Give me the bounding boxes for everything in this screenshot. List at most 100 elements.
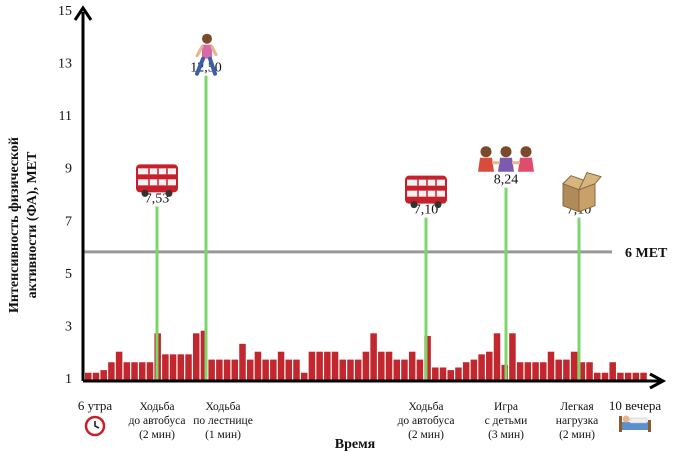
y-tick-label: 1 bbox=[65, 372, 72, 387]
bus-icon bbox=[136, 164, 178, 197]
bar bbox=[146, 362, 154, 381]
y-axis-arrow bbox=[73, 5, 93, 21]
bar bbox=[308, 351, 316, 381]
bar bbox=[223, 359, 231, 381]
bar bbox=[385, 351, 393, 381]
bar bbox=[239, 343, 246, 381]
spike-value-label: 12,50 bbox=[190, 61, 222, 76]
x-category-label: Легкая нагрузка (2 мин) bbox=[556, 401, 598, 441]
bar bbox=[578, 362, 586, 381]
x-category-label: Ходьба до автобуса (2 мин) bbox=[398, 401, 455, 441]
walking-person-icon bbox=[195, 33, 218, 76]
bar bbox=[108, 362, 115, 381]
y-tick-label: 9 bbox=[65, 162, 72, 177]
bar bbox=[632, 372, 640, 381]
bar bbox=[570, 351, 578, 381]
bar bbox=[115, 351, 123, 381]
bar bbox=[231, 359, 239, 381]
bar bbox=[131, 362, 138, 381]
bar bbox=[370, 333, 377, 381]
threshold-label: 6 МЕТ bbox=[625, 246, 668, 261]
bar bbox=[354, 359, 362, 381]
x-category-label-line: Ходьба bbox=[139, 401, 174, 413]
bar bbox=[563, 359, 570, 381]
bar bbox=[617, 372, 624, 381]
y-tick-label: 11 bbox=[59, 109, 72, 124]
x-category-label-line: (3 мин) bbox=[488, 429, 524, 441]
bar bbox=[192, 333, 200, 381]
box-icon bbox=[562, 172, 602, 213]
bar bbox=[547, 351, 555, 381]
bar bbox=[270, 359, 277, 381]
bar bbox=[609, 362, 616, 381]
bar bbox=[100, 370, 107, 381]
x-category-label-line: Ходьба bbox=[205, 401, 240, 413]
bar bbox=[624, 372, 632, 381]
spike-value-label: 7,10 bbox=[414, 203, 439, 218]
x-category-label: 10 вечера bbox=[609, 398, 662, 413]
bar bbox=[85, 372, 92, 381]
y-tick-label: 3 bbox=[65, 319, 72, 334]
bar bbox=[123, 362, 131, 381]
bus-icon bbox=[405, 175, 447, 209]
bar bbox=[216, 359, 223, 381]
bar bbox=[408, 351, 416, 381]
bar bbox=[254, 351, 262, 381]
x-category-label-line: Ходьба bbox=[408, 401, 443, 413]
x-category-label-line: 10 вечера bbox=[609, 398, 662, 413]
bar bbox=[362, 351, 370, 381]
x-category-label-line: Легкая bbox=[560, 401, 594, 413]
bar bbox=[293, 359, 300, 381]
bed-icon bbox=[619, 415, 651, 432]
bar bbox=[509, 333, 516, 381]
bar bbox=[640, 372, 647, 381]
x-category-label-line: (1 мин) bbox=[205, 429, 241, 441]
x-category-label-line: (2 мин) bbox=[559, 429, 595, 441]
bar bbox=[262, 359, 269, 381]
x-category-label: 6 утра bbox=[78, 398, 113, 413]
bar bbox=[478, 354, 485, 381]
bar bbox=[393, 359, 400, 381]
bar bbox=[516, 362, 524, 381]
x-category-label-line: до автобуса bbox=[129, 415, 186, 427]
bar bbox=[586, 362, 593, 381]
y-tick-label: 7 bbox=[65, 214, 72, 229]
bar bbox=[277, 351, 285, 381]
bar bbox=[185, 354, 192, 381]
x-category-label-line: 6 утра bbox=[78, 398, 113, 413]
bar bbox=[324, 351, 331, 381]
bar bbox=[177, 354, 185, 381]
bar bbox=[92, 372, 100, 381]
y-axis-label: Интенсивность физической активности (ФА),… bbox=[7, 137, 40, 313]
bar bbox=[601, 372, 609, 381]
y-axis-label-line: Интенсивность физической bbox=[7, 137, 22, 313]
bar bbox=[416, 359, 424, 381]
bar bbox=[285, 359, 293, 381]
x-category-label: Ходьба до автобуса (2 мин) bbox=[129, 401, 186, 441]
bar bbox=[486, 351, 493, 381]
x-axis-arrow bbox=[649, 372, 667, 390]
bar bbox=[339, 359, 347, 381]
x-category-label-line: (2 мин) bbox=[139, 429, 175, 441]
spike-value-label: 7,53 bbox=[145, 191, 170, 206]
bar bbox=[200, 330, 208, 381]
y-tick-label: 13 bbox=[58, 57, 72, 72]
x-category-label-line: нагрузка bbox=[556, 415, 598, 427]
bar bbox=[462, 362, 470, 381]
bar bbox=[169, 354, 177, 381]
bar bbox=[555, 359, 562, 381]
clock-icon bbox=[84, 415, 106, 437]
bar bbox=[439, 367, 447, 381]
x-category-label-line: с детьми bbox=[485, 415, 528, 427]
bar bbox=[378, 351, 385, 381]
x-category-label: Ходьба по лестнице (1 мин) bbox=[193, 401, 253, 441]
y-tick-label: 5 bbox=[65, 267, 72, 282]
x-category-label: Игра с детьми (3 мин) bbox=[485, 401, 528, 441]
bar bbox=[532, 362, 539, 381]
x-category-label-line: до автобуса bbox=[398, 415, 455, 427]
bar bbox=[432, 367, 439, 381]
bar bbox=[493, 333, 501, 381]
y-tick-label: 15 bbox=[58, 4, 72, 19]
x-axis-label: Время bbox=[335, 437, 376, 452]
